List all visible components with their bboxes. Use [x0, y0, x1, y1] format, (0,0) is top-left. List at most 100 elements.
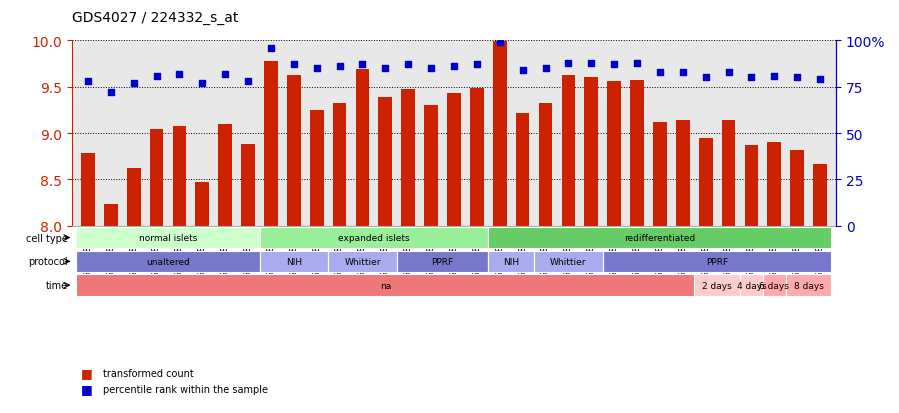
Point: [539, 66, 553, 72]
Bar: [241, 145, 255, 226]
Text: unaltered: unaltered: [147, 257, 190, 266]
Bar: [401, 89, 415, 226]
Bar: [790, 150, 804, 226]
Bar: [173, 126, 186, 226]
Bar: [127, 169, 140, 226]
Text: 8 days: 8 days: [794, 281, 823, 290]
Point: [103, 90, 118, 96]
FancyBboxPatch shape: [488, 251, 534, 273]
Text: expanded islets: expanded islets: [338, 233, 410, 242]
Point: [127, 81, 141, 87]
Text: normal islets: normal islets: [138, 233, 197, 242]
FancyBboxPatch shape: [76, 275, 694, 296]
Text: time: time: [46, 280, 68, 290]
Bar: [470, 88, 484, 226]
Point: [378, 66, 393, 72]
FancyBboxPatch shape: [534, 251, 602, 273]
Bar: [814, 164, 827, 226]
Bar: [676, 121, 690, 226]
Point: [653, 69, 667, 76]
Text: Whittier: Whittier: [344, 257, 381, 266]
Text: ■: ■: [81, 382, 93, 395]
Bar: [653, 123, 667, 226]
Bar: [722, 121, 735, 226]
FancyBboxPatch shape: [396, 251, 488, 273]
Point: [721, 69, 735, 76]
Bar: [562, 76, 575, 226]
Point: [767, 73, 781, 80]
FancyBboxPatch shape: [328, 251, 396, 273]
Bar: [447, 94, 461, 226]
FancyBboxPatch shape: [76, 251, 260, 273]
Bar: [424, 106, 438, 226]
Point: [744, 75, 759, 81]
Point: [790, 75, 805, 81]
Point: [401, 62, 415, 69]
Bar: [699, 138, 713, 226]
Bar: [539, 104, 552, 226]
Bar: [81, 154, 94, 226]
Bar: [218, 124, 232, 226]
Bar: [584, 78, 598, 226]
Bar: [104, 205, 118, 226]
Text: 4 days: 4 days: [736, 281, 766, 290]
Bar: [768, 143, 781, 226]
FancyBboxPatch shape: [763, 275, 786, 296]
Text: PPRF: PPRF: [706, 257, 728, 266]
Bar: [493, 42, 507, 226]
Point: [561, 60, 575, 67]
Point: [81, 78, 95, 85]
Bar: [516, 113, 530, 226]
Point: [173, 71, 187, 78]
Bar: [356, 70, 369, 226]
FancyBboxPatch shape: [76, 227, 260, 249]
Text: 2 days: 2 days: [702, 281, 732, 290]
Point: [447, 64, 461, 71]
Point: [630, 60, 645, 67]
FancyBboxPatch shape: [786, 275, 832, 296]
Point: [493, 40, 507, 46]
Bar: [150, 130, 164, 226]
FancyBboxPatch shape: [694, 275, 740, 296]
Point: [218, 71, 233, 78]
Point: [333, 64, 347, 71]
FancyBboxPatch shape: [602, 251, 832, 273]
FancyBboxPatch shape: [260, 227, 488, 249]
Point: [424, 66, 439, 72]
Bar: [287, 76, 300, 226]
Point: [309, 66, 324, 72]
Bar: [608, 82, 621, 226]
Point: [195, 81, 209, 87]
Text: na: na: [379, 281, 391, 290]
Text: PPRF: PPRF: [432, 257, 454, 266]
Text: NIH: NIH: [503, 257, 520, 266]
Bar: [630, 81, 644, 226]
Point: [287, 62, 301, 69]
Bar: [744, 146, 758, 226]
Point: [813, 77, 827, 83]
Point: [149, 73, 164, 80]
Point: [584, 60, 599, 67]
FancyBboxPatch shape: [260, 251, 328, 273]
Point: [355, 62, 369, 69]
Text: transformed count: transformed count: [103, 368, 194, 378]
Point: [607, 62, 621, 69]
Point: [515, 68, 530, 74]
Text: ■: ■: [81, 366, 93, 379]
Text: protocol: protocol: [29, 257, 68, 267]
Bar: [264, 62, 278, 226]
Text: GDS4027 / 224332_s_at: GDS4027 / 224332_s_at: [72, 11, 238, 25]
Text: Whittier: Whittier: [550, 257, 587, 266]
Point: [699, 75, 713, 81]
Bar: [333, 104, 346, 226]
Point: [241, 78, 255, 85]
Text: 6 days: 6 days: [760, 281, 789, 290]
FancyBboxPatch shape: [488, 227, 832, 249]
Text: redifferentiated: redifferentiated: [624, 233, 696, 242]
Bar: [378, 97, 392, 226]
Text: percentile rank within the sample: percentile rank within the sample: [103, 385, 269, 394]
Point: [263, 45, 278, 52]
Point: [675, 69, 690, 76]
Text: NIH: NIH: [286, 257, 302, 266]
Point: [469, 62, 484, 69]
